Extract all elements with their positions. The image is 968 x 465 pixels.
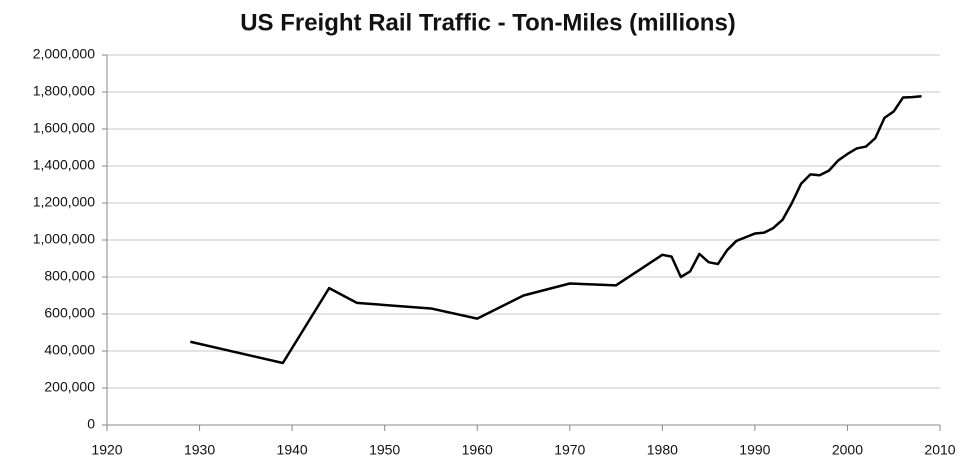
x-tick-label: 1950 [369,442,400,458]
y-tick-label: 1,200,000 [33,194,95,210]
y-tick-label: 1,600,000 [33,120,95,136]
y-tick-label: 2,000,000 [33,46,95,62]
y-tick-label: 1,000,000 [33,231,95,247]
x-tick-label: 1990 [739,442,770,458]
chart-title: US Freight Rail Traffic - Ton-Miles (mil… [240,9,736,36]
y-tick-label: 0 [87,416,95,432]
data-line [190,95,922,365]
x-tick-label: 1980 [647,442,678,458]
y-tick-label: 1,400,000 [33,157,95,173]
y-tick-label: 400,000 [44,342,95,358]
y-tick-label: 800,000 [44,268,95,284]
x-tick-label: 1930 [184,442,215,458]
x-tick-label: 1920 [91,442,122,458]
x-tick-label: 2010 [924,442,955,458]
x-tick-label: 2000 [832,442,863,458]
y-tick-label: 1,800,000 [33,83,95,99]
y-tick-label: 200,000 [44,379,95,395]
x-tick-label: 1960 [462,442,493,458]
y-tick-label: 600,000 [44,305,95,321]
x-tick-label: 1940 [277,442,308,458]
x-tick-label: 1970 [554,442,585,458]
